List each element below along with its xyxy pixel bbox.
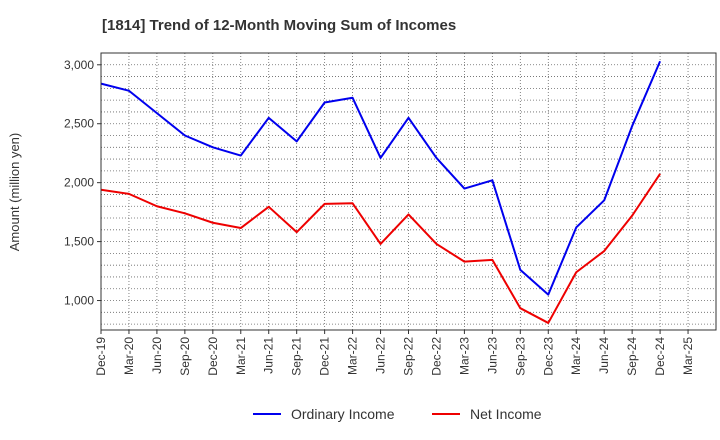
x-tick-label: Dec-22 <box>429 337 443 376</box>
x-tick-label: Jun-24 <box>597 337 611 374</box>
ordinary-income-line <box>100 60 662 296</box>
grid-lines <box>101 53 716 330</box>
x-tick-label: Sep-21 <box>290 337 304 376</box>
legend-label-ordinary-income: Ordinary Income <box>291 406 395 422</box>
net-income-line <box>100 173 661 324</box>
y-tick-label: 3,000 <box>64 58 94 72</box>
x-tick-label: Sep-23 <box>513 337 527 376</box>
y-tick-label: 2,000 <box>64 176 94 190</box>
x-tick-label: Mar-20 <box>122 337 136 375</box>
x-axis-ticks: Dec-19 Mar-20 Jun-20 Sep-20 Dec-20 Mar-21 Jun-… <box>94 330 695 376</box>
x-tick-label: Mar-22 <box>346 337 360 375</box>
x-tick-label: Jun-22 <box>374 337 388 374</box>
x-tick-label: Dec-20 <box>206 337 220 376</box>
x-tick-label: Sep-20 <box>178 337 192 376</box>
legend-label-net-income: Net Income <box>470 406 542 422</box>
y-tick-label: 1,000 <box>64 294 94 308</box>
x-tick-label: Jun-23 <box>485 337 499 374</box>
legend: Ordinary Income Net Income <box>253 406 542 422</box>
x-tick-label: Mar-23 <box>457 337 471 375</box>
x-tick-label: Sep-24 <box>625 337 639 376</box>
x-tick-label: Dec-23 <box>541 337 555 376</box>
series-lines <box>100 60 662 324</box>
y-axis-ticks: 1,000 1,500 2,000 2,500 3,000 <box>64 58 101 308</box>
y-tick-label: 1,500 <box>64 235 94 249</box>
x-tick-label: Mar-24 <box>569 337 583 375</box>
x-tick-label: Dec-21 <box>318 337 332 376</box>
x-tick-label: Dec-19 <box>94 337 108 376</box>
x-tick-label: Dec-24 <box>653 337 667 376</box>
plot-frame <box>100 52 717 331</box>
y-axis-label: Amount (million yen) <box>7 133 22 252</box>
chart-title: [1814] Trend of 12-Month Moving Sum of I… <box>102 17 456 34</box>
x-tick-label: Mar-21 <box>234 337 248 375</box>
x-tick-label: Mar-25 <box>681 337 695 375</box>
x-tick-label: Sep-22 <box>402 337 416 376</box>
x-tick-label: Jun-20 <box>150 337 164 374</box>
x-tick-label: Jun-21 <box>262 337 276 374</box>
y-tick-label: 2,500 <box>64 117 94 131</box>
